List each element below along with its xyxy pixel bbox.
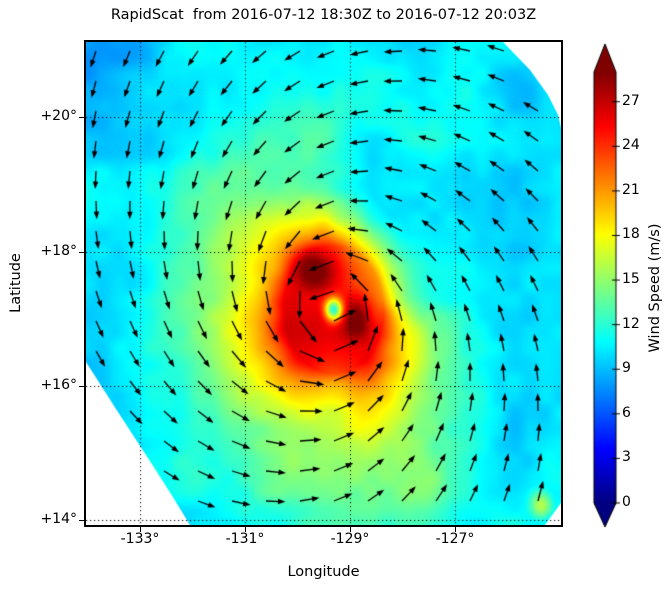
y-tick-mark — [79, 385, 84, 387]
colorbar-tick-label: 24 — [622, 137, 640, 154]
x-tick-mark — [139, 527, 141, 532]
y-tick-label: +14° — [40, 511, 77, 527]
y-tick-mark — [79, 519, 84, 521]
x-tick-mark — [454, 527, 456, 532]
wind-speed-map-canvas — [86, 42, 561, 525]
y-axis-label: Latitude — [8, 253, 24, 313]
colorbar-tick-label: 27 — [622, 92, 640, 109]
colorbar-canvas — [588, 40, 624, 534]
y-tick-label: +16° — [40, 377, 77, 393]
colorbar-tick-label: 15 — [622, 271, 640, 288]
x-tick-label: -133° — [120, 531, 160, 547]
colorbar-tick-label: 3 — [622, 449, 631, 466]
plot-title: RapidScat from 2016-07-12 18:30Z to 2016… — [110, 7, 537, 23]
x-tick-mark — [349, 527, 351, 532]
colorbar-tick-label: 21 — [622, 181, 640, 198]
y-tick-label: +18° — [40, 243, 77, 259]
y-tick-mark — [79, 116, 84, 118]
colorbar-tick-label: 12 — [622, 315, 640, 332]
colorbar-tick-label: 9 — [622, 360, 631, 377]
x-tick-mark — [244, 527, 246, 532]
y-tick-mark — [79, 251, 84, 253]
map-plot-area — [84, 40, 563, 527]
colorbar-tick-label: 6 — [622, 404, 631, 421]
colorbar-tick-label: 0 — [622, 494, 631, 510]
colorbar-tick-label: 18 — [622, 226, 640, 243]
colorbar-label: Wind Speed (m/s) — [647, 223, 663, 353]
x-tick-label: -129° — [330, 531, 370, 547]
x-tick-label: -127° — [435, 531, 475, 547]
x-axis-label: Longitude — [287, 564, 360, 580]
y-tick-label: +20° — [40, 108, 77, 124]
x-tick-label: -131° — [225, 531, 265, 547]
